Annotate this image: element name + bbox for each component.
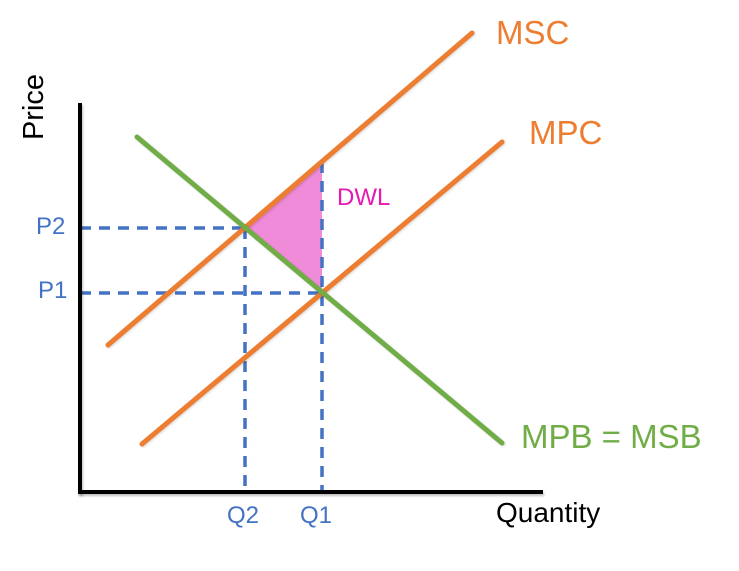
msc-curve-label: MSC — [496, 14, 570, 51]
msc-line — [105, 30, 475, 348]
quantity-q1-label: Q1 — [300, 502, 333, 529]
price-axis-label: Price — [18, 73, 50, 141]
quantity-axis-label: Quantity — [496, 497, 601, 528]
mpc-curve-label: MPC — [529, 114, 603, 151]
quantity-q2-label: Q2 — [227, 502, 260, 529]
price-p2-label: P2 — [36, 213, 66, 240]
mpb-msb-curve-label: MPB = MSB — [521, 418, 702, 455]
deadweight-loss-label: DWL — [337, 184, 391, 211]
dwl-triangle — [245, 162, 322, 293]
mpb-line — [134, 134, 505, 446]
price-p1-label: P1 — [38, 277, 68, 304]
